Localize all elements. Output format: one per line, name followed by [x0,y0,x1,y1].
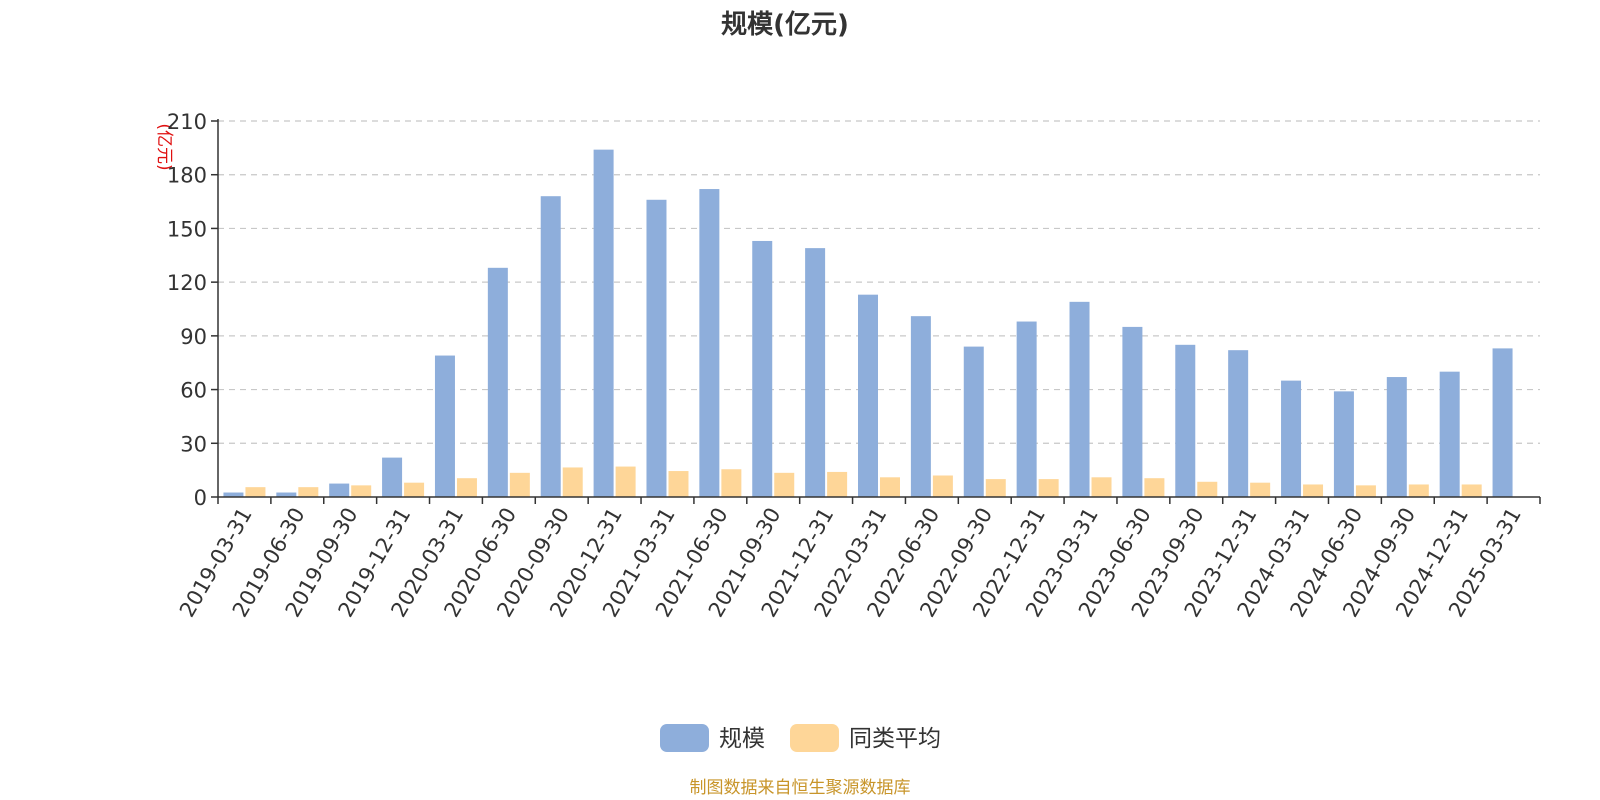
bar-scale [223,492,244,497]
bar-scale [382,457,403,497]
bar-scale [329,483,350,497]
bar-peer-average [298,487,319,497]
bar-peer-average [1091,477,1112,497]
bar-peer-average [1355,485,1376,497]
grid-lines [218,120,1540,444]
bar-peer-average [827,471,848,497]
legend-swatch [790,724,839,752]
bar-peer-average [1461,484,1482,497]
legend-swatch [660,724,709,752]
bar-scale [858,294,878,497]
bar-peer-average [1250,482,1271,497]
legend-item-peer-average[interactable]: 同类平均 [790,724,941,752]
bar-peer-average [721,469,742,497]
source-note: 制图数据来自恒生聚源数据库 [690,778,911,798]
y-tick-label: 60 [180,379,207,403]
y-tick-label: 90 [180,325,207,349]
bar-peer-average [774,472,795,497]
bar-scale [276,492,297,497]
bar-scale [1175,344,1196,497]
x-tick-labels: 2019-03-312019-06-302019-09-302019-12-31… [175,504,1526,622]
bar-scale [1281,380,1302,497]
bar-scale [752,240,773,497]
bar-scale [1122,326,1143,497]
legend-item-scale[interactable]: 规模 [660,724,765,752]
bar-scale [1386,377,1407,497]
bar-peer-average [1197,481,1218,497]
legend: 规模 同类平均 [660,724,941,752]
bar-peer-average [985,479,1006,497]
bar-peer-average [562,467,583,497]
bar-scale [434,355,455,497]
bar-scale [646,199,667,497]
bar-scale [487,267,508,497]
bar-scale [963,346,984,497]
y-tick-label: 210 [167,110,207,134]
y-tick-label: 150 [167,217,207,241]
bar-scale [699,189,720,498]
bar-peer-average [456,478,477,497]
bar-peer-average [404,482,425,497]
bar-scale [910,316,931,497]
y-tick-label: 120 [167,271,207,295]
bar-scale [1333,391,1354,497]
y-tick-labels: 0 30 60 90 120 150 180 210 [167,110,207,510]
bar-scale [1016,321,1037,497]
bar-scale [1228,350,1249,497]
bar-peer-average [668,471,689,497]
bar-scale [805,248,826,497]
bar-peer-average [615,466,636,497]
chart-title: 规模(亿元) [721,10,849,40]
bar-peer-average [509,472,530,497]
bar-peer-average [932,475,953,497]
y-tick-label: 0 [194,486,207,510]
bar-scale [593,149,614,497]
axes [211,119,1541,504]
bar-scale [1492,348,1513,497]
bar-peer-average [1144,478,1165,497]
bar-scale [540,196,561,497]
legend-label: 规模 [719,726,765,752]
bar-peer-average [1408,484,1429,497]
bar-peer-average [351,485,372,497]
bar-peer-average [880,477,900,497]
bars [223,149,1513,498]
bar-scale [1069,301,1090,497]
bar-peer-average [1303,484,1324,497]
legend-label: 同类平均 [849,726,941,752]
y-axis-unit-label: (亿元) [154,123,174,170]
bar-peer-average [1038,479,1059,497]
bar-peer-average [245,487,266,497]
y-tick-label: 30 [180,432,207,456]
y-tick-label: 180 [167,164,207,188]
bar-scale [1439,371,1460,497]
